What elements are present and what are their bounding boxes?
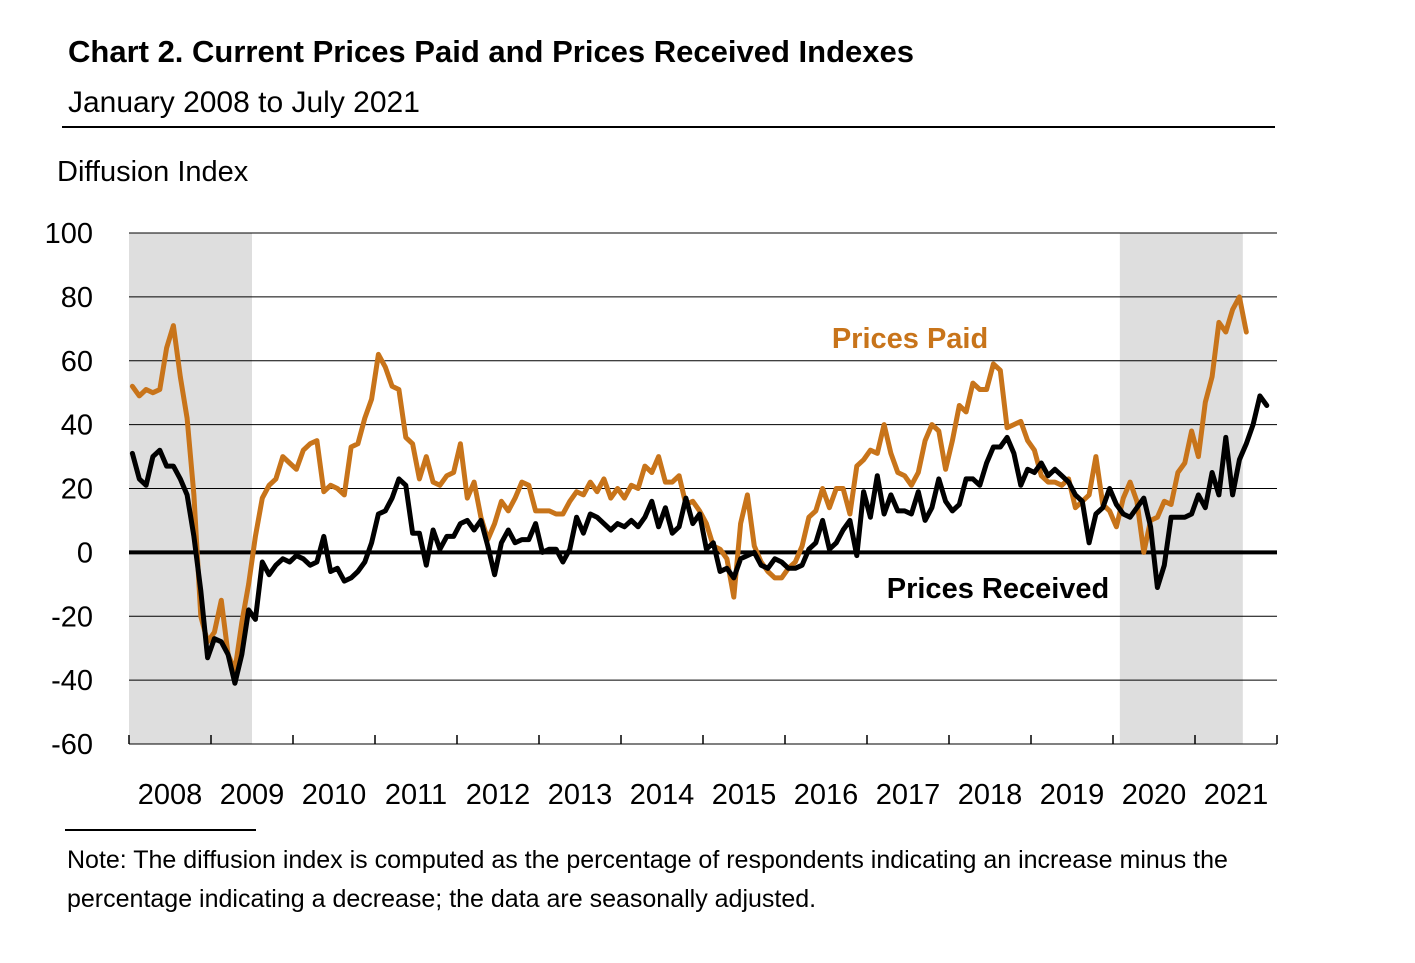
- footnote: Note: The diffusion index is computed as…: [67, 846, 1228, 913]
- x-tick-label: 2010: [302, 779, 367, 811]
- x-axis: [128, 735, 1278, 745]
- x-tick-label: 2017: [876, 779, 941, 811]
- y-tick-label: 20: [61, 474, 93, 506]
- x-tick-label: 2009: [220, 779, 285, 811]
- x-tick-label: 2012: [466, 779, 531, 811]
- series-label-prices-paid: Prices Paid: [832, 323, 988, 355]
- x-tick-label: 2011: [385, 779, 447, 811]
- note-rule: [65, 829, 256, 831]
- x-tick-label: 2020: [1122, 779, 1187, 811]
- y-tick-label: 0: [77, 537, 93, 569]
- y-tick-label: -40: [51, 665, 93, 697]
- y-tick-label: -60: [51, 729, 93, 761]
- x-tick-label: 2015: [712, 779, 777, 811]
- y-axis-label: Diffusion Index: [57, 156, 249, 188]
- chart-subtitle: January 2008 to July 2021: [68, 86, 420, 119]
- tick-labels: 100 80 60 40 20 0 -20 -40 -60 2008 2009 2010 2011 201…: [45, 218, 1269, 811]
- chart-title: Chart 2. Current Prices Paid and Prices …: [68, 34, 914, 69]
- y-tick-label: 40: [61, 410, 93, 442]
- x-tick-label: 2019: [1040, 779, 1105, 811]
- title-rule: [62, 126, 1275, 128]
- x-tick-label: 2021: [1204, 779, 1269, 811]
- x-tick-label: 2013: [548, 779, 613, 811]
- y-tick-label: 80: [61, 282, 93, 314]
- y-tick-label: 100: [45, 218, 93, 250]
- y-tick-label: 60: [61, 346, 93, 378]
- series-label-prices-received: Prices Received: [887, 573, 1109, 605]
- series-prices-received: [129, 393, 1270, 686]
- x-tick-label: 2016: [794, 779, 859, 811]
- series-lines: [129, 294, 1270, 686]
- x-tick-label: 2014: [630, 779, 695, 811]
- series-prices-paid: [129, 294, 1249, 673]
- x-tick-label: 2008: [138, 779, 203, 811]
- y-tick-label: -20: [51, 601, 93, 633]
- x-tick-label: 2018: [958, 779, 1023, 811]
